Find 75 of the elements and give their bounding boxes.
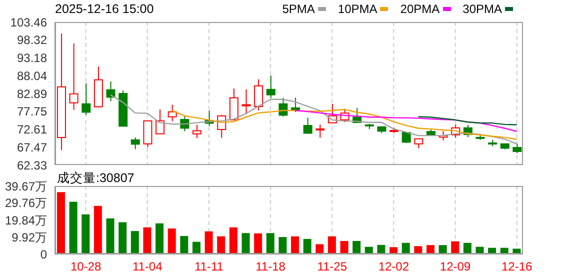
bar xyxy=(168,228,176,254)
bar xyxy=(242,233,250,254)
bar xyxy=(94,206,102,254)
candlestick xyxy=(82,82,91,116)
candlestick xyxy=(266,75,276,99)
y-tick-label: 39.67万 xyxy=(4,179,47,194)
y-tick-label: 88.04 xyxy=(16,68,48,83)
bar xyxy=(130,231,139,254)
candlestick xyxy=(512,143,522,154)
candlestick xyxy=(69,42,78,110)
bar xyxy=(426,245,434,254)
y-tick-label: 82.89 xyxy=(16,86,48,101)
candlestick xyxy=(130,137,140,150)
y-tick-label: 93.18 xyxy=(16,51,48,65)
bar xyxy=(254,233,262,254)
candlestick xyxy=(156,109,165,134)
candlestick xyxy=(316,124,325,138)
bar xyxy=(180,236,188,254)
y-tick-label: 103.46 xyxy=(10,15,48,30)
bar xyxy=(438,245,447,254)
y-tick-label: 19.84万 xyxy=(4,213,47,228)
line-series xyxy=(418,116,518,126)
x-tick-label: 11-25 xyxy=(317,260,348,274)
candlestick xyxy=(143,120,152,148)
bar xyxy=(204,231,213,254)
candlestick xyxy=(303,117,312,134)
legend-label: 10PMA xyxy=(338,2,378,16)
bar xyxy=(266,233,274,254)
y-tick-label: 98.32 xyxy=(16,33,48,48)
y-tick-label: 9.92万 xyxy=(12,230,47,244)
bar xyxy=(143,227,152,254)
y-tick-label: 62.33 xyxy=(16,158,48,172)
x-tick-label: 12-09 xyxy=(440,260,471,274)
y-tick-label: 67.47 xyxy=(16,140,48,154)
bar xyxy=(69,202,78,254)
chart-title: 2025-12-16 15:00 xyxy=(55,2,154,16)
x-tick-label: 11-18 xyxy=(256,260,286,274)
candlestick xyxy=(192,124,202,139)
bar xyxy=(352,240,361,254)
candlestick xyxy=(242,88,251,115)
legend-label: 20PMA xyxy=(400,2,440,16)
legend-label: 5PMA xyxy=(282,2,315,16)
x-tick-label: 12-02 xyxy=(378,260,410,274)
bar xyxy=(118,222,127,254)
bar xyxy=(217,236,226,254)
y-tick-label: 77.75 xyxy=(16,104,48,119)
candlestick xyxy=(229,88,238,120)
bar xyxy=(402,242,410,254)
bar xyxy=(57,192,65,254)
x-tick-label: 11-04 xyxy=(132,260,163,274)
chart-title: 成交量:30807 xyxy=(57,170,134,187)
y-tick-label: 0 xyxy=(40,247,48,262)
bar xyxy=(340,240,348,254)
candlestick xyxy=(254,78,264,111)
candlestick xyxy=(414,138,424,149)
bar xyxy=(192,242,200,254)
candlestick xyxy=(168,104,177,122)
bar xyxy=(316,244,324,254)
bar xyxy=(106,218,114,254)
bar xyxy=(291,236,299,254)
legend-label: 30PMA xyxy=(462,2,502,16)
bar xyxy=(303,238,312,254)
bar xyxy=(156,223,164,254)
x-tick-label: 11-11 xyxy=(194,260,224,274)
bar xyxy=(328,236,336,254)
bar xyxy=(229,227,238,254)
bar xyxy=(451,241,460,254)
bar xyxy=(278,237,287,254)
x-tick-label: 10-28 xyxy=(70,260,102,274)
bar xyxy=(82,214,90,254)
y-tick-label: 29.76万 xyxy=(4,196,47,210)
y-tick-label: 72.61 xyxy=(16,122,48,137)
bar xyxy=(463,242,472,254)
candlestick xyxy=(291,97,300,113)
x-tick-label: 12-16 xyxy=(501,260,533,274)
